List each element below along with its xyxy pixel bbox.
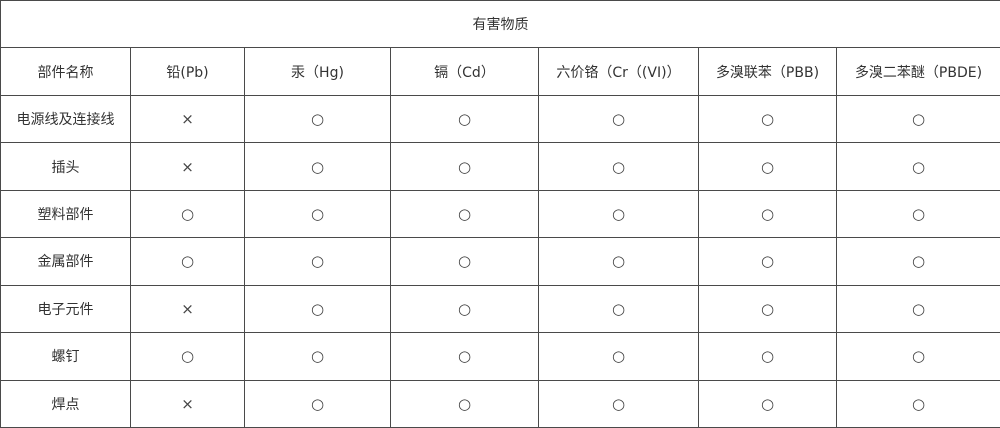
within-limit-mark: ○ bbox=[390, 94, 539, 144]
part-name: 螺钉 bbox=[0, 332, 131, 381]
part-name: 电源线及连接线 bbox=[0, 94, 131, 144]
within-limit-mark: ○ bbox=[538, 332, 699, 381]
within-limit-mark: ○ bbox=[698, 142, 837, 191]
within-limit-mark: ○ bbox=[698, 379, 837, 428]
within-limit-mark: ○ bbox=[698, 94, 837, 144]
within-limit-mark: ○ bbox=[244, 237, 391, 286]
within-limit-mark: ○ bbox=[390, 284, 539, 334]
within-limit-mark: ○ bbox=[390, 189, 539, 239]
within-limit-mark: ○ bbox=[538, 94, 699, 144]
table-row: 塑料部件 ○ ○ ○ ○ ○ ○ bbox=[0, 189, 1000, 239]
part-name: 焊点 bbox=[0, 379, 131, 428]
table-row: 焊点 × ○ ○ ○ ○ ○ bbox=[0, 379, 1000, 428]
part-name: 塑料部件 bbox=[0, 189, 131, 239]
part-name: 金属部件 bbox=[0, 237, 131, 286]
header-row: 部件名称 铅(Pb) 汞（Hg) 镉（Cd） 六价铬（Cr（(VI)） 多溴联苯（PBB)… bbox=[0, 47, 1000, 96]
exceeds-limit-mark: × bbox=[130, 94, 245, 144]
column-header: 多溴二苯醚（PBDE) bbox=[835, 47, 1000, 96]
within-limit-mark: ○ bbox=[698, 332, 837, 381]
within-limit-mark: ○ bbox=[835, 332, 1000, 381]
table-row: 金属部件 ○ ○ ○ ○ ○ ○ bbox=[0, 237, 1000, 286]
within-limit-mark: ○ bbox=[835, 142, 1000, 191]
exceeds-limit-mark: × bbox=[130, 284, 245, 334]
exceeds-limit-mark: × bbox=[130, 142, 245, 191]
column-header: 部件名称 bbox=[0, 47, 131, 96]
title-row: 有害物质 bbox=[0, 0, 1000, 49]
table-row: 电源线及连接线 × ○ ○ ○ ○ ○ bbox=[0, 94, 1000, 144]
within-limit-mark: ○ bbox=[835, 94, 1000, 144]
within-limit-mark: ○ bbox=[698, 284, 837, 334]
table-title: 有害物质 bbox=[0, 0, 1000, 49]
exceeds-limit-mark: × bbox=[130, 379, 245, 428]
within-limit-mark: ○ bbox=[538, 284, 699, 334]
part-name: 插头 bbox=[0, 142, 131, 191]
within-limit-mark: ○ bbox=[390, 379, 539, 428]
within-limit-mark: ○ bbox=[130, 332, 245, 381]
part-name: 电子元件 bbox=[0, 284, 131, 334]
within-limit-mark: ○ bbox=[244, 332, 391, 381]
table-row: 电子元件 × ○ ○ ○ ○ ○ bbox=[0, 284, 1000, 334]
within-limit-mark: ○ bbox=[538, 189, 699, 239]
within-limit-mark: ○ bbox=[835, 379, 1000, 428]
within-limit-mark: ○ bbox=[130, 189, 245, 239]
table-row: 插头 × ○ ○ ○ ○ ○ bbox=[0, 142, 1000, 191]
column-header: 镉（Cd） bbox=[390, 47, 539, 96]
within-limit-mark: ○ bbox=[538, 379, 699, 428]
within-limit-mark: ○ bbox=[835, 237, 1000, 286]
column-header: 多溴联苯（PBB) bbox=[698, 47, 837, 96]
column-header: 六价铬（Cr（(VI)） bbox=[538, 47, 699, 96]
column-header: 汞（Hg) bbox=[244, 47, 391, 96]
within-limit-mark: ○ bbox=[130, 237, 245, 286]
within-limit-mark: ○ bbox=[698, 189, 837, 239]
within-limit-mark: ○ bbox=[698, 237, 837, 286]
within-limit-mark: ○ bbox=[835, 284, 1000, 334]
within-limit-mark: ○ bbox=[244, 379, 391, 428]
within-limit-mark: ○ bbox=[390, 142, 539, 191]
within-limit-mark: ○ bbox=[538, 142, 699, 191]
within-limit-mark: ○ bbox=[244, 284, 391, 334]
within-limit-mark: ○ bbox=[390, 237, 539, 286]
within-limit-mark: ○ bbox=[244, 142, 391, 191]
within-limit-mark: ○ bbox=[390, 332, 539, 381]
within-limit-mark: ○ bbox=[835, 189, 1000, 239]
table-row: 螺钉 ○ ○ ○ ○ ○ ○ bbox=[0, 332, 1000, 381]
column-header: 铅(Pb) bbox=[130, 47, 245, 96]
within-limit-mark: ○ bbox=[244, 189, 391, 239]
within-limit-mark: ○ bbox=[538, 237, 699, 286]
within-limit-mark: ○ bbox=[244, 94, 391, 144]
